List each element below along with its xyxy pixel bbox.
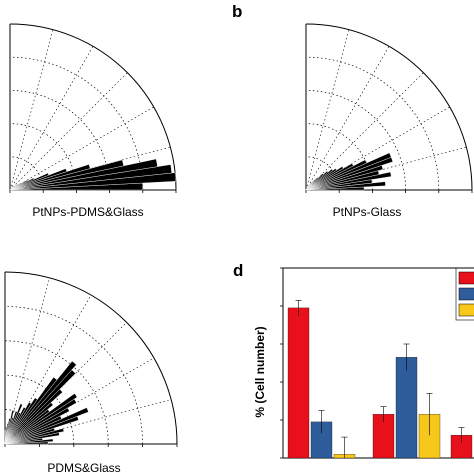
polar-grid-arc (4, 340, 109, 445)
polar-wedge (4, 406, 26, 445)
panel-letter-d: d (233, 261, 243, 280)
legend-box (455, 267, 474, 321)
bar (287, 307, 310, 459)
legend-swatch (458, 271, 474, 285)
polar-b-title: PtNPs-Glass (333, 205, 402, 219)
polar-wedge (4, 411, 18, 445)
legend-swatch (458, 303, 474, 317)
panel-letter-b: b (232, 2, 242, 21)
polar-wedge (4, 376, 58, 445)
polar-outer-arc (305, 23, 473, 191)
polar-wedge (4, 423, 9, 445)
polar-wedge (4, 360, 77, 445)
polar-chart-b (305, 23, 473, 193)
polar-grid-arc (305, 90, 406, 191)
bar-chart-d (280, 267, 474, 459)
polar-wedge (4, 418, 11, 445)
polar-wedge (4, 397, 38, 445)
bar (395, 357, 418, 459)
polar-wedge (4, 430, 6, 445)
polar-outer-arc (9, 23, 177, 191)
polar-grid-arc (4, 306, 143, 445)
polar-a-title: PtNPs-PDMS&Glass (32, 205, 143, 219)
polar-chart-a (9, 23, 177, 193)
polar-wedge (9, 187, 13, 191)
polar-c-title: PDMS&Glass (47, 461, 120, 474)
polar-spoke (9, 29, 54, 191)
polar-wedge (4, 393, 78, 445)
polar-wedge (4, 410, 15, 445)
polar-wedge (4, 403, 23, 445)
polar-outer-arc (4, 271, 178, 445)
polar-wedge (4, 402, 32, 445)
polar-wedge (4, 426, 8, 445)
polar-chart-c (4, 271, 178, 447)
bar-y-axis-label: % (Cell number) (253, 326, 267, 417)
polar-spoke (305, 29, 350, 191)
polar-wedge (305, 185, 309, 191)
legend-swatch (458, 287, 474, 301)
